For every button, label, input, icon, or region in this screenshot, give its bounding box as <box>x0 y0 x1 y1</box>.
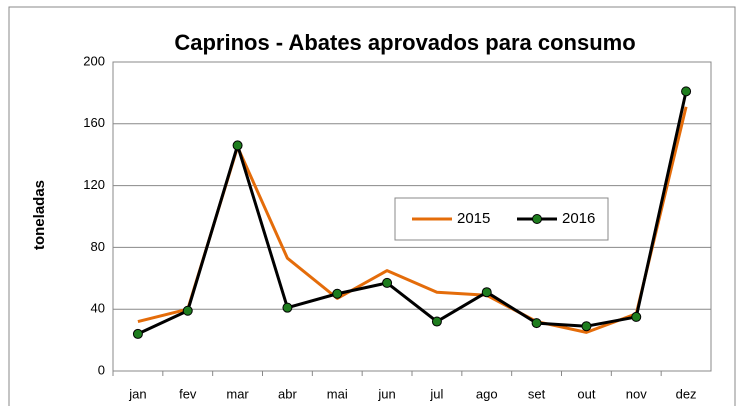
x-tick-label: dez <box>676 386 697 401</box>
x-tick-label: set <box>528 386 546 401</box>
legend-label: 2015 <box>457 210 490 227</box>
y-tick-label: 40 <box>91 301 105 316</box>
data-point <box>232 140 243 151</box>
data-point <box>431 316 442 327</box>
y-tick-label: 160 <box>83 115 105 130</box>
data-point <box>132 328 143 339</box>
y-tick-label: 200 <box>83 53 105 68</box>
data-point <box>481 287 492 298</box>
data-point <box>282 302 293 313</box>
series-line <box>137 91 688 336</box>
data-point <box>382 277 393 288</box>
data-point <box>581 321 592 332</box>
x-tick-label: out <box>577 386 595 401</box>
x-tick-label: mar <box>226 386 249 401</box>
legend-marker <box>532 214 542 224</box>
x-tick-label: jul <box>429 386 443 401</box>
x-tick-label: ago <box>476 386 498 401</box>
chart-frame <box>8 6 736 411</box>
x-tick-label: mai <box>327 386 348 401</box>
y-tick-label: 0 <box>98 362 105 377</box>
x-tick-label: fev <box>179 386 197 401</box>
x-tick-label: jan <box>128 386 146 401</box>
data-point <box>332 288 343 299</box>
data-point <box>631 311 642 322</box>
x-tick-label: nov <box>626 386 647 401</box>
data-point <box>182 305 193 316</box>
x-tick-label: jun <box>377 386 395 401</box>
legend-label: 2016 <box>562 210 595 227</box>
y-axis-label: toneladas <box>31 180 48 250</box>
y-tick-label: 120 <box>83 177 105 192</box>
chart-title: Caprinos - Abates aprovados para consumo <box>174 30 635 55</box>
data-point <box>681 86 692 97</box>
y-tick-label: 80 <box>91 239 105 254</box>
x-tick-label: abr <box>278 386 297 401</box>
data-point <box>531 318 542 329</box>
